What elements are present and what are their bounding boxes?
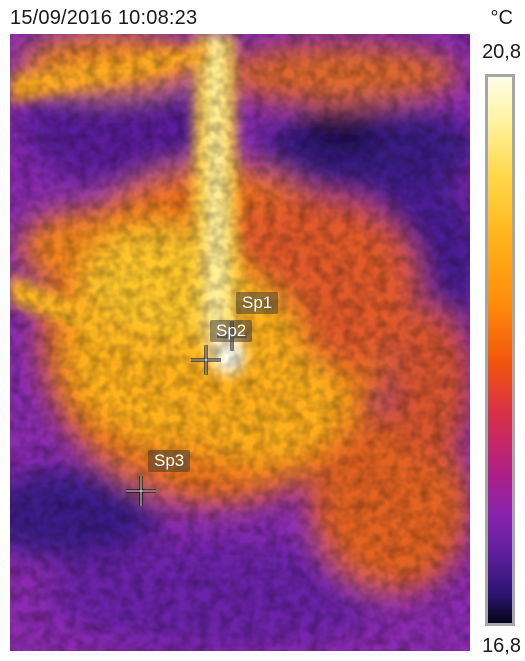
spot-marker-sp2[interactable] bbox=[191, 345, 221, 375]
spot-label-sp3: Sp3 bbox=[148, 450, 191, 472]
temperature-unit: °C bbox=[490, 7, 513, 29]
capture-timestamp: 15/09/2016 10:08:23 bbox=[10, 7, 198, 29]
thermal-heatmap bbox=[10, 34, 470, 651]
temperature-colorbar bbox=[485, 74, 515, 626]
spot-marker-sp3[interactable] bbox=[126, 476, 156, 506]
spot-label-sp1: Sp1 bbox=[236, 292, 279, 314]
scale-min-value: 16,8 bbox=[482, 635, 521, 657]
spot-label-sp2: Sp2 bbox=[210, 320, 253, 342]
scale-max-value: 20,8 bbox=[482, 41, 521, 63]
thermal-image[interactable]: Sp1 Sp2 Sp3 bbox=[10, 34, 470, 651]
